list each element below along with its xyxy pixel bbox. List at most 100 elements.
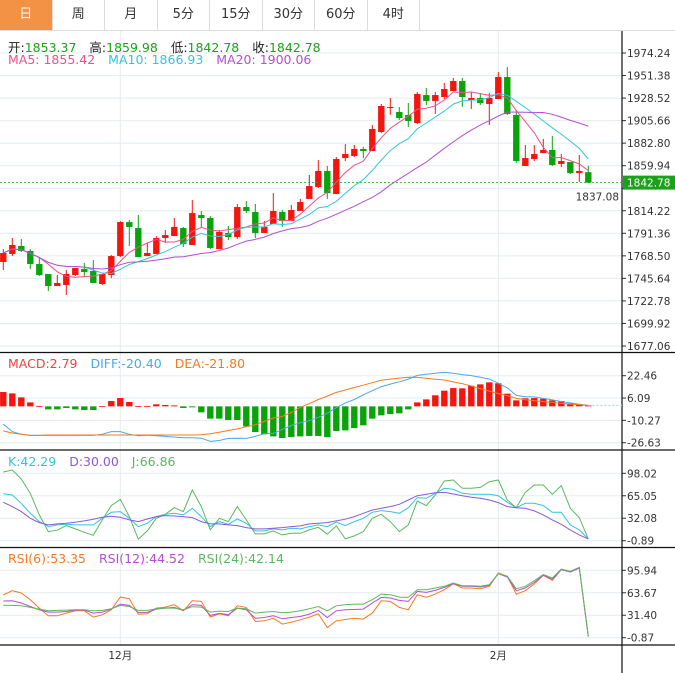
rsi6-value: RSI(6):53.35 [8,551,87,566]
candle [36,257,43,276]
y-tick-label: 65.05 [627,491,657,503]
candle-body [468,97,475,100]
macd-bar [351,406,358,429]
candle [63,270,70,295]
candle-body [135,228,142,258]
candle [243,201,250,214]
candle-body [387,106,394,108]
tab-period[interactable]: 60分 [315,0,368,30]
y-tick-label: 1882.80 [627,138,670,150]
y-tick-label: 1745.64 [627,273,671,285]
rsi12-value: RSI(12):44.52 [99,551,185,566]
candle-body [450,81,457,91]
candle-body [351,148,358,156]
k-value: K:42.29 [8,454,57,469]
y-tick-label: -0.87 [627,633,654,645]
candle-body [18,245,25,252]
y-tick-label: 6.09 [627,393,650,405]
candle [387,97,394,115]
candle-body [414,93,421,124]
tab-period[interactable]: 30分 [263,0,315,30]
candle [405,103,412,127]
candle-body [252,211,259,233]
candle [90,259,97,283]
y-tick-label: 1722.78 [627,296,670,308]
macd-bar [315,406,322,436]
candle-body [513,114,520,161]
y-tick-label: 1791.36 [627,228,671,240]
y-tick-label: -26.63 [627,438,661,450]
candle-body [522,158,529,167]
candle-body [63,273,70,286]
candle-body [477,97,484,104]
macd-bar [342,406,349,431]
candle-body [567,161,574,174]
candle-body [171,226,178,237]
ohlc-legend: 开:1853.37 高:1859.98 低:1842.78 收:1842.78 [8,37,330,56]
tab-period[interactable]: 4时 [368,0,420,30]
tab-period[interactable]: 周 [53,0,105,30]
candle [450,77,457,91]
macd-bar [486,382,493,407]
macd-bar [207,406,214,419]
candle-body [126,222,133,227]
macd-bar [81,406,88,411]
candle-body [297,202,304,211]
tab-period[interactable]: 月 [105,0,158,30]
candle-body [99,273,106,285]
macd-bar [216,406,223,419]
y-tick-label: 1905.66 [627,116,671,128]
y-tick-label: 1974.24 [627,48,671,60]
candle-body [27,251,34,265]
candle [27,249,34,269]
macd-bar [261,406,268,435]
macd-bar [18,397,25,407]
candle [117,221,124,258]
candles [0,67,592,295]
candle [558,153,565,168]
macd-bar [198,406,205,413]
macd-bar [288,406,295,438]
d-value: D:30.00 [69,454,119,469]
y-tick-label: 98.02 [627,468,657,480]
period-tabs: 日周月 5分 15分 30分 60分 4时 [0,0,675,31]
candle [144,243,151,257]
y-tick-label: 1837.08 [576,192,619,204]
high-label: 高: [89,40,107,55]
macd-bar [270,406,277,437]
candle [333,156,340,195]
macd-bar [567,403,574,407]
candle-body [0,252,7,262]
macd-bar [180,406,187,408]
tab-period[interactable]: 5分 [158,0,210,30]
candle-body [45,273,52,287]
macd-bar [450,388,457,407]
candle-body [144,252,151,257]
macd-bar [540,398,547,407]
candle-body [207,217,214,248]
candle-body [306,186,313,199]
candle-body [90,271,97,283]
ma10-line [3,92,589,275]
macd-bar [522,398,529,407]
candle-body [288,210,295,222]
macd-bar [405,406,412,410]
candle [153,236,160,254]
macd-bar [513,400,520,407]
candle [9,238,16,257]
ma20-line [3,111,589,270]
candle-body [342,153,349,159]
candle-body [333,159,340,195]
candle [99,273,106,286]
macd-bar [72,406,79,410]
macd-bar [162,404,169,407]
diff-value: DIFF:-20.40 [90,356,162,371]
tab-period[interactable]: 15分 [210,0,263,30]
ma20-value: MA20: 1900.06 [216,52,312,67]
macd-bar [117,398,124,407]
candle-body [423,95,430,101]
macd-bar [279,406,286,439]
candle-body [54,282,61,287]
tab-period[interactable]: 日 [0,0,53,30]
